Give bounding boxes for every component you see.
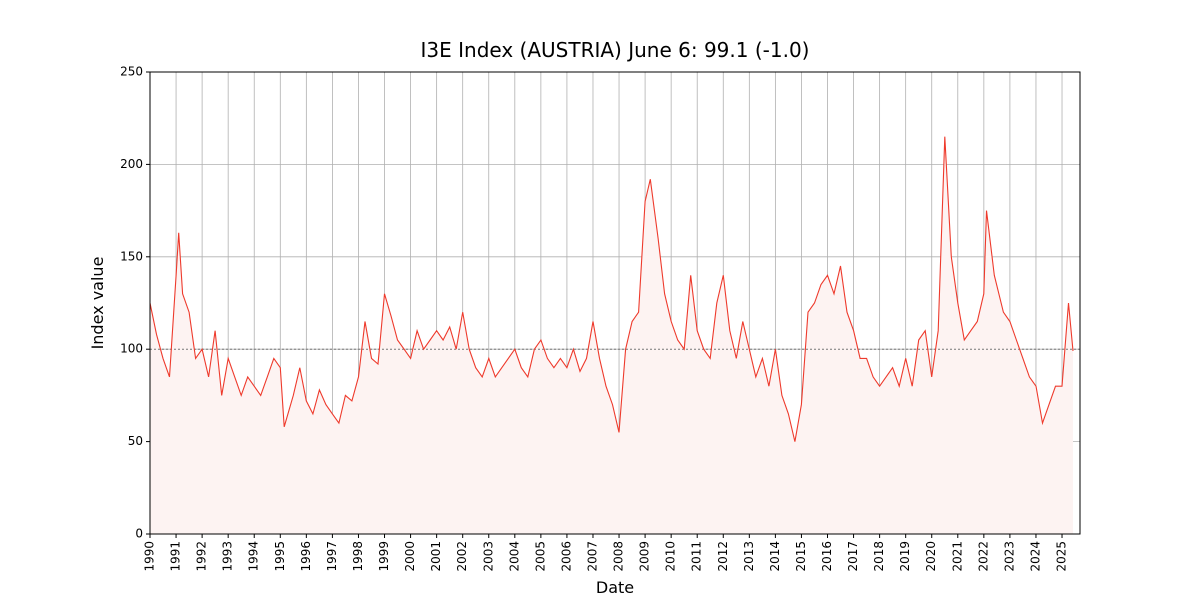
x-tick-label: 2002 — [455, 541, 469, 572]
x-axis-label: Date — [596, 578, 634, 597]
x-tick-label: 2013 — [742, 541, 756, 572]
x-tick-label: 2011 — [690, 541, 704, 572]
x-tick-label: 1996 — [299, 541, 313, 572]
line — [149, 136, 1074, 442]
x-tick-label: 2016 — [820, 541, 834, 572]
y-tick-label: 200 — [120, 157, 143, 171]
x-tick-label: 2009 — [638, 541, 652, 572]
y-tick-label: 50 — [128, 434, 143, 448]
x-tick-label: 1993 — [221, 541, 235, 572]
plot-frame — [149, 71, 1081, 535]
y-axis-label: Index value — [88, 257, 107, 350]
x-tick-label: 1994 — [247, 541, 261, 572]
x-tick-label: 1997 — [325, 541, 339, 572]
y-tick-label: 0 — [135, 527, 143, 541]
x-tick-label: 1991 — [169, 541, 183, 572]
x-tick-label: 2018 — [872, 541, 886, 572]
x-tick-label: 2007 — [585, 541, 599, 572]
x-tick-label: 2020 — [924, 541, 938, 572]
x-tick-label: 2022 — [976, 541, 990, 572]
x-tick-label: 2024 — [1028, 541, 1042, 572]
y-tick-label: 150 — [120, 249, 143, 263]
x-tick-label: 2023 — [1002, 541, 1016, 572]
x-tick-label: 2017 — [846, 541, 860, 572]
x-tick-label: 1990 — [143, 541, 157, 572]
x-tick-label: 2005 — [533, 541, 547, 572]
x-tick-label: 1995 — [273, 541, 287, 572]
x-tick-label: 2012 — [716, 541, 730, 572]
x-tick-label: 2000 — [403, 541, 417, 572]
area — [150, 136, 1073, 534]
x-tick-label: 1998 — [351, 541, 365, 572]
x-tick-label: 2014 — [768, 541, 782, 572]
x-tick-label: 2003 — [481, 541, 495, 572]
x-tick-label: 2006 — [559, 541, 573, 572]
x-tick-label: 2008 — [612, 541, 626, 572]
x-tick-label: 1992 — [195, 541, 209, 572]
x-tick-label: 1999 — [377, 541, 391, 572]
x-tick-label: 2004 — [507, 541, 521, 572]
x-tick-label: 2015 — [794, 541, 808, 572]
y-tick-label: 100 — [120, 342, 143, 356]
x-tick-label: 2019 — [898, 541, 912, 572]
x-tick-label: 2021 — [950, 541, 964, 572]
x-tick-label: 2025 — [1055, 541, 1069, 572]
x-tick-label: 2001 — [429, 541, 443, 572]
chart-title: I3E Index (AUSTRIA) June 6: 99.1 (-1.0) — [421, 38, 810, 62]
x-tick-label: 2010 — [664, 541, 678, 572]
y-tick-label: 250 — [120, 65, 143, 79]
